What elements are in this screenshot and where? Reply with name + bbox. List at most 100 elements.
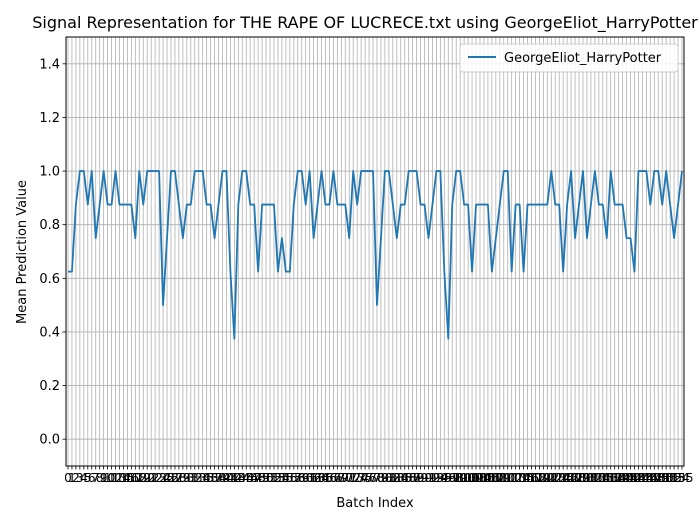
x-tick-label: 45 xyxy=(239,471,254,485)
x-tick-label: 31 xyxy=(183,471,198,485)
x-tick-label: 99 xyxy=(453,471,468,485)
x-tick-label: 27 xyxy=(167,471,182,485)
x-tick-label: 37 xyxy=(207,471,222,485)
y-gridlines xyxy=(66,63,684,440)
x-tick-label: 14 xyxy=(116,471,131,485)
x-tick-label: 6 xyxy=(88,471,96,485)
x-tick-label: 3 xyxy=(76,471,84,485)
x-tick-label: 69 xyxy=(334,471,349,485)
legend-box xyxy=(459,43,679,73)
x-tick-label: 85 xyxy=(397,471,412,485)
x-tick-label: 93 xyxy=(429,471,444,485)
x-tick-label: 126 xyxy=(556,471,579,485)
x-tick-label: 21 xyxy=(144,471,159,485)
series-layer xyxy=(67,170,683,340)
x-tick-label: 119 xyxy=(528,471,551,485)
x-tick-label: 96 xyxy=(441,471,456,485)
x-tick-label: 47 xyxy=(247,471,262,485)
x-tick-label: 61 xyxy=(302,471,317,485)
x-tick-label: 66 xyxy=(322,471,337,485)
x-tick-label: 49 xyxy=(254,471,269,485)
legend: GeorgeEliot_HarryPotter xyxy=(459,43,679,73)
x-tick-label: 10 xyxy=(100,471,115,485)
x-tick-label: 118 xyxy=(524,471,547,485)
x-tick-label: 71 xyxy=(342,471,357,485)
x-tick-label: 117 xyxy=(520,471,543,485)
x-tick-label: 144 xyxy=(627,471,650,485)
x-tick-label: 153 xyxy=(663,471,686,485)
x-tick-label: 53 xyxy=(270,471,285,485)
x-tick-label: 79 xyxy=(373,471,388,485)
x-tick-label: 137 xyxy=(599,471,622,485)
y-tick-label: 0.0 xyxy=(39,433,60,448)
x-tick-label: 113 xyxy=(504,471,527,485)
x-tick-label: 34 xyxy=(195,471,210,485)
plot-area-frame xyxy=(65,36,685,467)
x-tick-label: 68 xyxy=(330,471,345,485)
x-tick-label: 121 xyxy=(536,471,559,485)
x-tick-label: 139 xyxy=(607,471,630,485)
x-tick-label: 9 xyxy=(100,471,108,485)
x-tick-label: 154 xyxy=(667,471,690,485)
x-tick-label: 150 xyxy=(651,471,674,485)
x-tick-label: 133 xyxy=(583,471,606,485)
x-tick-label: 46 xyxy=(243,471,258,485)
x-tick-label: 109 xyxy=(488,471,511,485)
x-tick-label: 151 xyxy=(655,471,678,485)
x-tick-label: 134 xyxy=(587,471,610,485)
y-tick-label: 1.4 xyxy=(39,57,60,72)
x-tick-label: 116 xyxy=(516,471,539,485)
x-axis-ticks: 0123456789101112131415161718192021222324… xyxy=(64,466,693,485)
x-tick-label: 33 xyxy=(191,471,206,485)
x-tick-label: 84 xyxy=(393,471,408,485)
x-tick-label: 100 xyxy=(453,471,476,485)
x-tick-label: 28 xyxy=(171,471,186,485)
x-tick-label: 42 xyxy=(227,471,242,485)
x-tick-label: 104 xyxy=(469,471,492,485)
x-tick-label: 86 xyxy=(401,471,416,485)
x-tick-label: 122 xyxy=(540,471,563,485)
x-tick-label: 112 xyxy=(500,471,523,485)
x-tick-label: 38 xyxy=(211,471,226,485)
x-tick-label: 48 xyxy=(250,471,265,485)
x-tick-label: 32 xyxy=(187,471,202,485)
x-tick-label: 110 xyxy=(492,471,515,485)
x-tick-label: 90 xyxy=(417,471,432,485)
x-tick-label: 67 xyxy=(326,471,341,485)
x-tick-label: 0 xyxy=(64,471,72,485)
x-tick-label: 43 xyxy=(231,471,246,485)
x-tick-label: 74 xyxy=(353,471,368,485)
x-tick-label: 143 xyxy=(623,471,646,485)
x-tick-label: 76 xyxy=(361,471,376,485)
x-tick-label: 130 xyxy=(572,471,595,485)
x-tick-label: 73 xyxy=(350,471,365,485)
x-tick-label: 62 xyxy=(306,471,321,485)
x-tick-label: 8 xyxy=(96,471,104,485)
x-tick-label: 102 xyxy=(461,471,484,485)
x-tick-label: 77 xyxy=(365,471,380,485)
y-axis-label: Mean Prediction Value xyxy=(15,180,30,324)
x-tick-label: 75 xyxy=(357,471,372,485)
x-tick-label: 65 xyxy=(318,471,333,485)
y-tick-label: 1.0 xyxy=(39,165,60,180)
x-tick-label: 60 xyxy=(298,471,313,485)
x-tick-label: 111 xyxy=(496,471,519,485)
x-tick-label: 82 xyxy=(385,471,400,485)
x-tick-label: 2 xyxy=(72,471,80,485)
x-tick-label: 24 xyxy=(155,471,170,485)
x-tick-label: 25 xyxy=(159,471,174,485)
x-tick-label: 136 xyxy=(595,471,618,485)
x-tick-label: 72 xyxy=(346,471,361,485)
y-tick-label: 0.6 xyxy=(39,272,60,287)
x-tick-label: 22 xyxy=(147,471,162,485)
x-tick-label: 128 xyxy=(564,471,587,485)
x-tick-label: 51 xyxy=(262,471,277,485)
x-tick-label: 18 xyxy=(132,471,147,485)
x-tick-label: 149 xyxy=(647,471,670,485)
x-tick-label: 120 xyxy=(532,471,555,485)
x-tick-label: 95 xyxy=(437,471,452,485)
x-tick-label: 152 xyxy=(659,471,682,485)
x-tick-label: 70 xyxy=(338,471,353,485)
x-tick-label: 83 xyxy=(389,471,404,485)
